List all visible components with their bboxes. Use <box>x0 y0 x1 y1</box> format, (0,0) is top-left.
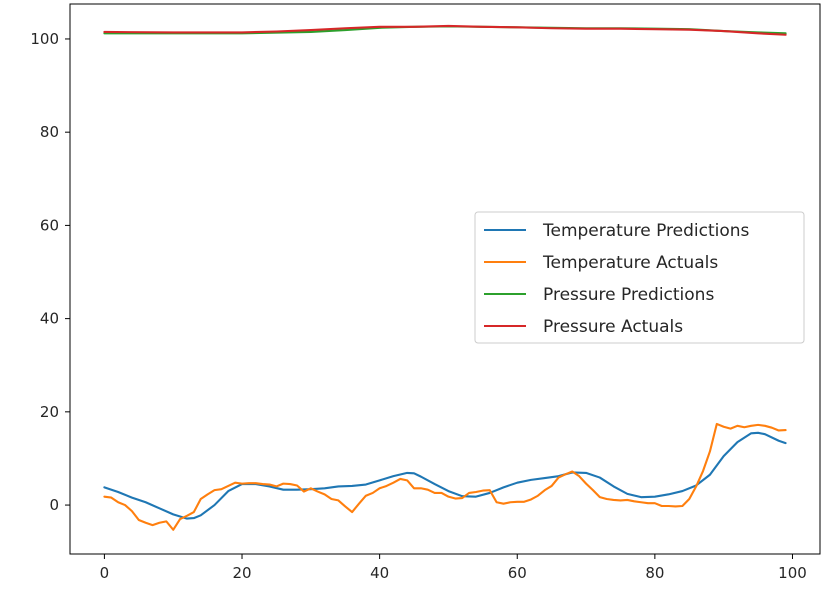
legend-box <box>474 211 805 344</box>
legend-label-2: Temperature Actuals <box>542 253 718 273</box>
x-tick-label: 80 <box>645 564 664 582</box>
legend-label-4: Pressure Actuals <box>543 317 683 337</box>
y-axis: 0 20 40 60 80 100 <box>30 30 70 514</box>
x-tick-label: 100 <box>778 564 807 582</box>
y-tick-label: 100 <box>30 30 59 48</box>
x-tick-label: 0 <box>100 564 110 582</box>
legend: Temperature Predictions Temperature Actua… <box>474 211 805 344</box>
series-line-2 <box>103 422 787 531</box>
y-tick-label: 60 <box>40 216 59 234</box>
x-tick-label: 60 <box>508 564 527 582</box>
series-line-4 <box>103 24 787 36</box>
x-tick-label: 20 <box>232 564 251 582</box>
legend-label-1: Temperature Predictions <box>542 221 750 241</box>
series-line-1 <box>103 431 787 520</box>
series-layer <box>103 24 787 531</box>
y-tick-label: 20 <box>40 403 59 421</box>
legend-label-3: Pressure Predictions <box>543 285 714 305</box>
y-tick-label: 0 <box>49 496 59 514</box>
x-axis: 0 20 40 60 80 100 <box>100 554 807 582</box>
y-tick-label: 80 <box>40 123 59 141</box>
x-tick-label: 40 <box>370 564 389 582</box>
y-tick-label: 40 <box>40 310 59 328</box>
